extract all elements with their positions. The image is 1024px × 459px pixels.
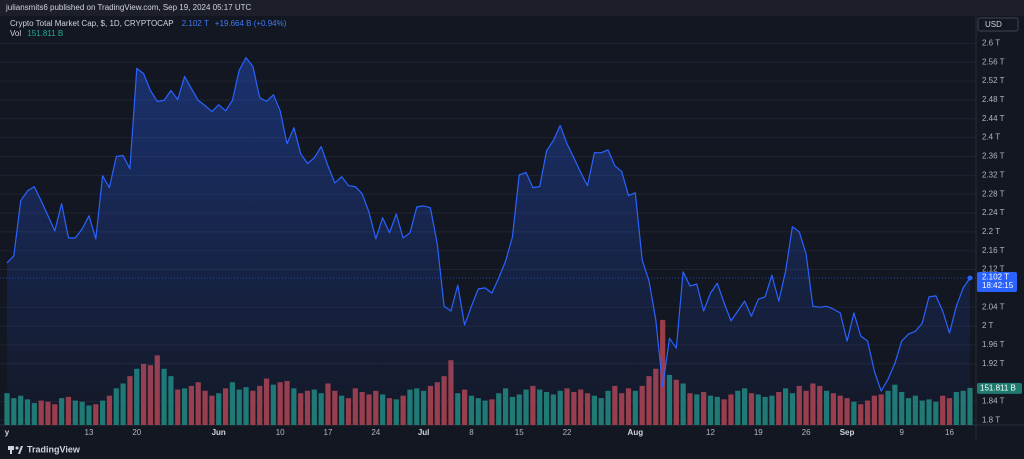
brand-logo [8,446,23,454]
volume-tag [977,382,1022,394]
plot: 2.6 T 2.56 T 2.52 T 2.48 T 2.44 T 2.4 T 2.36 T… [0,39,1022,437]
legend-last: 2.102 T [182,19,209,28]
x-tick-label: 26 [802,428,811,437]
volume-name: Vol [10,29,21,38]
legend-title: Crypto Total Market Cap, $, 1D, CRYPTOCA… [10,19,173,28]
countdown-label: 18:42:15 [982,281,1014,290]
y-tick-label: 2.36 T [982,152,1005,161]
publisher-line: juliansmits6 published on TradingView.co… [5,3,252,12]
currency-box[interactable] [977,17,1019,32]
x-tick-label: 24 [371,428,380,437]
y-tick-label: 2.56 T [982,57,1005,66]
x-tick-label: 20 [132,428,141,437]
x-tick-label: Jul [418,428,430,437]
volume-tag-label: 151.811 B [980,384,1016,393]
x-tick-label: 19 [754,428,763,437]
y-tick-label: 2 T [982,321,994,330]
y-tick-label: 2.16 T [982,246,1005,255]
currency-label[interactable]: USD [985,20,1002,29]
x-tick-label: Sep [840,428,855,437]
price-tag [977,272,1017,293]
volume-legend: Vol 151.811 B [10,29,63,38]
y-tick-label: 2.28 T [982,189,1005,198]
y-tick-label: 2.32 T [982,170,1005,179]
x-tick-label: 10 [276,428,285,437]
y-tick-label: 1.8 T [982,415,1000,424]
y-tick-label: 2.6 T [982,39,1000,48]
x-tick-label: 17 [324,428,333,437]
x-tick-label: Aug [628,428,644,437]
y-tick-label: 2.12 T [982,265,1005,274]
y-tick-label: 2.52 T [982,76,1005,85]
top-bar [0,0,1024,16]
x-tick-label: 16 [945,428,954,437]
y-tick-label: 1.92 T [982,359,1005,368]
price-line [6,57,971,392]
legend-change: +19.664 B (+0.94%) [215,19,287,28]
footer [0,440,1024,459]
legend-line: Crypto Total Market Cap, $, 1D, CRYPTOCA… [10,19,287,28]
x-tick-label: 15 [515,428,524,437]
volume-last: 151.811 B [27,29,63,38]
x-tick-label: y [5,428,10,437]
y-tick-label: 2.48 T [982,95,1005,104]
volume-bar [660,319,666,425]
x-tick-label: 8 [469,428,474,437]
brand-name: TradingView [27,444,81,454]
y-tick-label: 2.2 T [982,227,1000,236]
y-tick-label: 2.24 T [982,208,1005,217]
y-tick-label: 1.84 T [982,397,1005,406]
x-tick-label: 13 [85,428,94,437]
y-tick-label: 1.96 T [982,340,1005,349]
x-tick-label: Jun [212,428,226,437]
x-tick-label: 9 [899,428,904,437]
y-tick-label: 2.4 T [982,133,1000,142]
x-tick-label: 22 [563,428,572,437]
price-area [7,57,970,425]
x-tick-label: 12 [706,428,715,437]
price-tag-label: 2.102 T [982,273,1009,282]
y-tick-label: 2.44 T [982,114,1005,123]
last-point [967,275,973,281]
y-tick-label: 2.04 T [982,302,1005,311]
